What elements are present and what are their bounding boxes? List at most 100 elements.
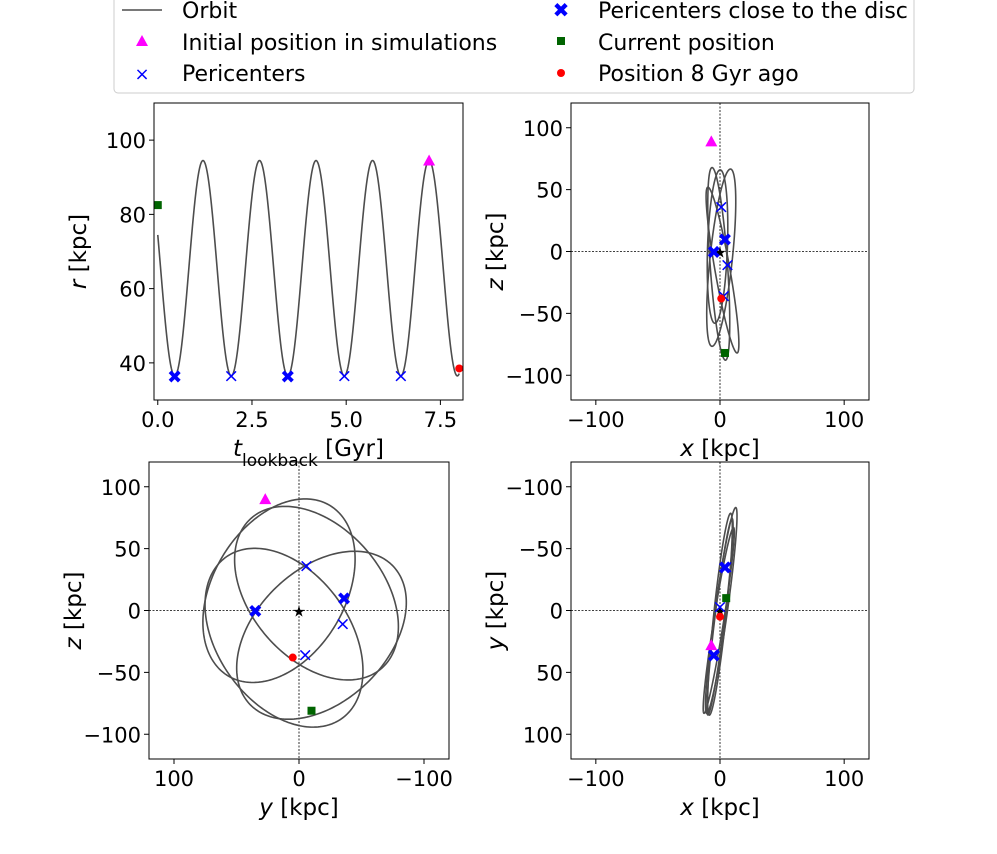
legend-initial-label: Initial position in simulations xyxy=(182,31,497,56)
current-position-marker-0 xyxy=(720,348,729,357)
pericenter-disc-marker-1: ✖ xyxy=(336,589,351,610)
x-tick-label-0: 0.0 xyxy=(141,408,174,432)
legend-pericenters-disc-swatch: ✖ xyxy=(553,0,570,22)
y-tick-label-2: 0 xyxy=(550,241,563,265)
orbit-loop-3 xyxy=(706,169,729,325)
y-axis-label: y [kpc] xyxy=(483,571,509,651)
x-tick-label-0: 100 xyxy=(154,767,194,791)
orbit-loop-3 xyxy=(204,547,364,728)
x-axis-label: x [kpc] xyxy=(679,436,759,462)
y-tick-label-2: 0 xyxy=(550,600,563,624)
orbit-loop-1 xyxy=(233,505,400,681)
x-tick-label-0: −100 xyxy=(567,408,625,432)
y-tick-label-3: 50 xyxy=(114,538,141,562)
orbit-loop-1 xyxy=(705,168,737,348)
pericenter-disc-marker-1: ✖ xyxy=(717,230,732,251)
initial-position-marker-0 xyxy=(423,154,436,166)
y-tick-label-0: −100 xyxy=(83,723,141,747)
pericenter-disc-marker-0: ✖ xyxy=(717,558,732,579)
pericenter-marker-0: × xyxy=(713,196,729,218)
legend-ago-swatch xyxy=(557,69,565,77)
y-tick-label-2: 0 xyxy=(128,600,141,624)
y-axis-label-var: z xyxy=(483,277,509,291)
pericenter-disc-marker-0: ✖ xyxy=(248,602,263,623)
x-axis-label-unit: [kpc] xyxy=(273,795,339,821)
y-axis-label-unit: [kpc] xyxy=(66,214,92,280)
y-tick-label-4: 100 xyxy=(523,723,563,747)
legend-pericenters-disc-label: Pericenters close to the disc xyxy=(598,0,908,24)
orbit-line xyxy=(156,159,460,377)
legend-current-swatch xyxy=(557,37,565,45)
y-tick-label-1: −50 xyxy=(97,661,141,685)
position-8gyr-marker-0 xyxy=(717,294,726,303)
y-tick-label-1: −50 xyxy=(519,302,563,326)
x-axis-label-var: x xyxy=(679,436,694,462)
current-position-marker-0 xyxy=(722,594,731,603)
x-tick-label-0: −100 xyxy=(567,767,625,791)
x-axis-label-subscript: lookback xyxy=(242,451,318,471)
pericenter-marker-0: × xyxy=(223,365,239,387)
legend-pericenters-label: Pericenters xyxy=(182,62,305,87)
x-axis-label-unit: [Gyr] xyxy=(318,436,384,462)
plot-area: ★×××✖✖ xyxy=(571,103,869,400)
x-axis-label-var: x xyxy=(679,795,694,821)
x-tick-label-1: 2.5 xyxy=(235,408,268,432)
y-axis-label-unit: [kpc] xyxy=(61,572,87,638)
pericenter-marker-1: × xyxy=(336,365,352,387)
y-axis-label-unit: [kpc] xyxy=(483,571,509,637)
y-tick-label-4: 100 xyxy=(523,117,563,141)
legend-orbit-label: Orbit xyxy=(182,0,237,24)
legend-pericenters-swatch: × xyxy=(134,64,149,85)
pericenter-disc-marker-0: ✖ xyxy=(706,243,721,264)
current-position-marker-0 xyxy=(307,706,316,715)
pericenter-marker-0: × xyxy=(299,555,315,577)
pericenter-marker-2: × xyxy=(297,644,313,666)
x-tick-label-1: 0 xyxy=(713,408,726,432)
x-tick-label-2: −100 xyxy=(395,767,453,791)
y-tick-label-1: −50 xyxy=(519,538,563,562)
legend: Orbit Initial position in simulations × … xyxy=(113,0,915,94)
legend-initial-swatch xyxy=(136,35,148,46)
pericenter-disc-marker-1: ✖ xyxy=(706,646,721,667)
plot-area: ★×××✖✖ xyxy=(571,462,869,759)
pericenter-marker-1: × xyxy=(335,613,351,635)
x-axis-label-unit: [kpc] xyxy=(694,436,760,462)
y-axis-label-unit: [kpc] xyxy=(483,213,509,279)
x-tick-label-1: 0 xyxy=(713,767,726,791)
plot-area: × × × ✖ ✖ xyxy=(154,154,463,388)
position-8gyr-marker-0 xyxy=(455,364,463,373)
x-axis-label: y [kpc] xyxy=(258,795,338,821)
position-8gyr-marker-0 xyxy=(716,612,724,621)
x-axis-label-unit: [kpc] xyxy=(694,795,760,821)
origin-star-0: ★ xyxy=(292,603,305,621)
x-axis-label-var: t xyxy=(233,436,243,462)
legend-frame xyxy=(113,0,915,94)
orbit-loop-3 xyxy=(706,512,734,716)
y-axis-label: r [kpc] xyxy=(66,214,92,289)
y-tick-label-0: 40 xyxy=(119,352,146,376)
x-tick-label-2: 100 xyxy=(824,767,864,791)
y-axis-label-var: r xyxy=(66,278,92,289)
initial-position-marker-0 xyxy=(705,639,718,651)
y-tick-label-3: 50 xyxy=(536,661,563,685)
x-axis-label: tlookback [Gyr] xyxy=(233,436,384,471)
current-position-marker-0 xyxy=(154,201,162,210)
x-tick-label-3: 7.5 xyxy=(424,408,457,432)
x-tick-label-2: 100 xyxy=(824,408,864,432)
axes-frame xyxy=(153,102,464,401)
y-axis-label: z [kpc] xyxy=(483,213,509,292)
y-tick-label-0: −100 xyxy=(505,476,563,500)
y-tick-label-1: 60 xyxy=(119,278,146,302)
y-tick-label-2: 80 xyxy=(119,203,146,227)
panel-r-vs-t: × × × ✖ ✖ 0.0 2.5 5.0 7.5 40 60 80 100 tlookback [Gyr… xyxy=(66,102,464,471)
pericenter-marker-0: × xyxy=(718,556,734,578)
orbit-loop-2 xyxy=(705,186,740,354)
legend-current-label: Current position xyxy=(598,31,775,56)
plot-area: ★ × × × ✖ ✖ xyxy=(149,462,449,759)
pericenter-marker-2: × xyxy=(393,365,409,387)
pericenter-marker-1: × xyxy=(719,254,735,276)
